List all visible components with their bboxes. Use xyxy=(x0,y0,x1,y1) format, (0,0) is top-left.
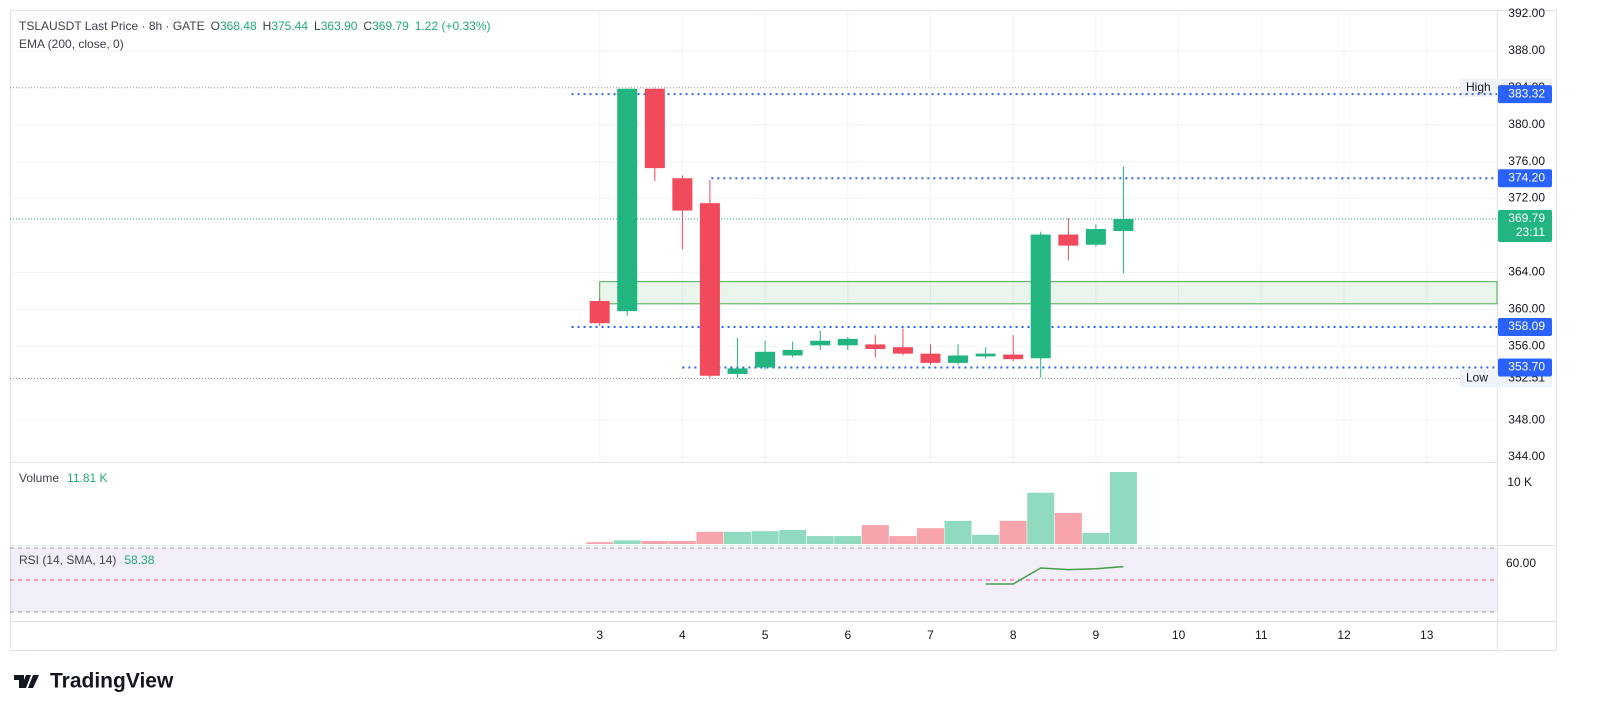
x-tick-label: 5 xyxy=(762,628,769,642)
candle-body xyxy=(1058,234,1079,246)
x-tick-label: 10 xyxy=(1172,628,1186,642)
candle-body xyxy=(865,344,886,350)
y-tick-label: 380.00 xyxy=(1508,117,1545,131)
frame xyxy=(10,10,1557,651)
volume-bar xyxy=(1027,492,1055,544)
last-price-label: 369.79 xyxy=(1508,211,1545,225)
legend-text: EMA (200, close, 0) xyxy=(19,37,124,51)
last-price-box xyxy=(1498,209,1552,242)
volume-bar xyxy=(668,540,696,544)
candle-body xyxy=(1085,229,1106,245)
candle-body xyxy=(1003,354,1024,360)
x-tick-label: 11 xyxy=(1255,628,1268,642)
logo xyxy=(14,675,39,688)
legend-text: 375.44 xyxy=(271,19,308,33)
volume-bar xyxy=(999,520,1027,544)
rsi-tick-label: 60.00 xyxy=(1506,556,1536,570)
volume-bar xyxy=(613,540,641,544)
candle-body xyxy=(837,338,858,346)
candle-body xyxy=(892,347,913,354)
level-box xyxy=(1498,169,1552,188)
y-tick-label: 388.00 xyxy=(1508,43,1545,57)
volume-bar xyxy=(806,536,834,544)
candle-body xyxy=(948,355,969,363)
legend-text: TSLAUSDT Last Price · 8h · GATE xyxy=(19,19,205,33)
candle-body xyxy=(1030,234,1051,359)
y-tick-label: 376.00 xyxy=(1508,154,1545,168)
volume-tick-label: 10 K xyxy=(1507,475,1532,489)
x-tick-label: 4 xyxy=(679,628,686,642)
candle-body xyxy=(589,301,610,324)
legend-text: 369.79 xyxy=(372,19,409,33)
level-box xyxy=(1498,358,1552,377)
volume-bar xyxy=(1082,533,1110,544)
logo-icon xyxy=(14,675,39,688)
legend-text: 58.38 xyxy=(124,553,154,567)
legend-text: RSI (14, SMA, 14) xyxy=(19,553,116,567)
legend-text: H xyxy=(263,19,272,33)
legend-text: L xyxy=(314,19,321,33)
legend-text: 1.22 (+0.33%) xyxy=(415,19,491,33)
extreme-name: Low xyxy=(1466,371,1488,385)
volume-bar xyxy=(779,529,807,544)
y-tick-label: 344.00 xyxy=(1508,449,1545,463)
candle-body xyxy=(782,349,803,356)
volume-bar xyxy=(696,531,724,544)
volume-bar xyxy=(1054,512,1082,544)
volume-bar xyxy=(724,531,752,544)
candle-body xyxy=(755,351,776,368)
x-tick-label: 6 xyxy=(844,628,851,642)
y-tick-label: 372.00 xyxy=(1508,191,1545,205)
x-tick-label: 3 xyxy=(596,628,603,642)
level-label: 383.32 xyxy=(1508,86,1545,100)
volume-bar xyxy=(834,536,862,544)
extreme-name: High xyxy=(1466,80,1491,94)
level-label: 353.70 xyxy=(1508,360,1545,374)
volume-bar xyxy=(889,536,917,544)
volume-bar xyxy=(944,520,972,544)
legend-text: Volume xyxy=(19,471,59,485)
level-label: 358.09 xyxy=(1508,319,1545,333)
candle-body xyxy=(727,368,748,374)
level-box xyxy=(1498,85,1552,104)
y-tick-label: 348.00 xyxy=(1508,412,1545,426)
x-tick-label: 8 xyxy=(1010,628,1017,642)
legend-text: O xyxy=(211,19,220,33)
x-tick-label: 7 xyxy=(927,628,934,642)
level-box xyxy=(1498,317,1552,336)
volume-bar xyxy=(972,534,1000,544)
candle-body xyxy=(672,178,693,211)
candle-body xyxy=(920,353,941,363)
legend-text: 368.48 xyxy=(220,19,257,33)
candle-body xyxy=(644,88,665,169)
brand: TradingView xyxy=(50,670,174,693)
volume-bar xyxy=(751,531,779,544)
rsi-line xyxy=(985,565,1124,585)
rsi-band xyxy=(10,548,1497,612)
volume-bar xyxy=(916,528,944,544)
y-tick-label: 392.00 xyxy=(1508,6,1545,20)
candle-body xyxy=(1113,218,1134,232)
legend-text: 11.81 K xyxy=(67,471,107,485)
volume-bar xyxy=(641,540,669,544)
volume-bar xyxy=(586,542,614,544)
volume-bar xyxy=(1109,471,1137,544)
y-tick-label: 364.00 xyxy=(1508,265,1545,279)
legend-text: 363.90 xyxy=(321,19,358,33)
legend-text: C xyxy=(363,19,372,33)
x-tick-label: 12 xyxy=(1337,628,1351,642)
volume-bar xyxy=(861,525,889,544)
candle-body xyxy=(699,203,720,376)
countdown: 23:11 xyxy=(1516,225,1545,239)
x-tick-label: 9 xyxy=(1093,628,1100,642)
candle-body xyxy=(617,88,638,312)
x-tick-label: 13 xyxy=(1420,628,1434,642)
candle-body xyxy=(975,353,996,357)
level-label: 374.20 xyxy=(1508,170,1545,184)
y-tick-label: 360.00 xyxy=(1508,302,1545,316)
y-tick-label: 356.00 xyxy=(1508,338,1545,352)
candle-body xyxy=(810,340,831,346)
